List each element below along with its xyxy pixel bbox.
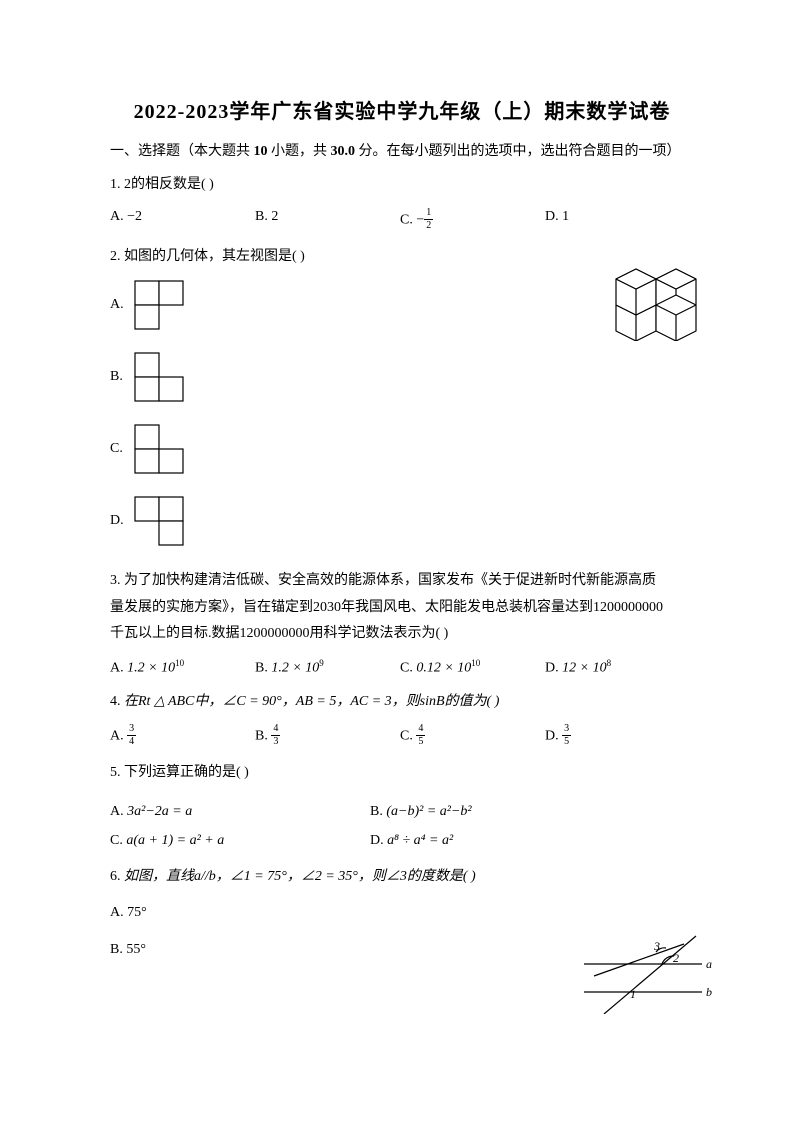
q3-l3: 千瓦以上的目标.数据1200000000用科学记数法表示为( ) xyxy=(110,626,448,641)
q5-num: 5. xyxy=(110,765,121,780)
question-4: 4. 在Rt △ ABC中，∠C = 90°，AB = 5，AC = 3，则si… xyxy=(110,689,694,716)
angle-icon: a b 1 2 3 xyxy=(584,934,714,1014)
q1-options: A. −2 B. 2 C. −12 D. 1 xyxy=(110,209,694,232)
q3-optD: D. 12 × 108 xyxy=(545,658,690,677)
q1-D: 1 xyxy=(562,209,569,224)
question-5: 5. 下列运算正确的是( ) xyxy=(110,760,694,787)
q2-optC: C. xyxy=(110,424,694,474)
q4-optA: A. 34 xyxy=(110,725,255,748)
lbl-1: 1 xyxy=(630,987,636,1001)
q2-optB: B. xyxy=(110,352,694,402)
q1-optC: C. −12 xyxy=(400,209,545,232)
angle-figure: a b 1 2 3 xyxy=(584,934,714,1014)
q3-D: 12 × 10 xyxy=(562,661,606,676)
q1-B: 2 xyxy=(271,209,278,224)
page-title: 2022-2023学年广东省实验中学九年级（上）期末数学试卷 xyxy=(110,95,694,124)
q6-A: 75° xyxy=(127,905,147,920)
q3-Be: 9 xyxy=(319,658,324,668)
q3-De: 8 xyxy=(607,658,612,668)
hdr-b1: 10 xyxy=(254,144,268,159)
q3-C: 0.12 × 10 xyxy=(416,661,471,676)
q3-optA: A. 1.2 × 1010 xyxy=(110,658,255,677)
q4-optC: C. 45 xyxy=(400,725,545,748)
q4-optD: D. 35 xyxy=(545,725,690,748)
q2-shapeC-icon xyxy=(134,424,184,474)
q3-optB: B. 1.2 × 109 xyxy=(255,658,400,677)
q2-B-label: B. xyxy=(110,369,134,385)
q2-C-label: C. xyxy=(110,441,134,457)
q4-An: 3 xyxy=(127,724,136,736)
q5-B: (a−b)² = a²−b² xyxy=(386,804,471,819)
q4-options: A. 34 B. 43 C. 45 D. 35 xyxy=(110,725,694,748)
q3-Ae: 10 xyxy=(175,658,184,668)
lbl-2: 2 xyxy=(673,951,679,965)
hdr-post: 分。在每小题列出的选项中，选出符合题目的一项） xyxy=(355,144,681,159)
q2-shapeA-icon xyxy=(134,280,184,330)
q4-Bd: 3 xyxy=(271,736,280,747)
q2-shapeB-icon xyxy=(134,352,184,402)
q6-B: 55° xyxy=(126,942,146,957)
q1-optB: B. 2 xyxy=(255,209,400,232)
q2-D-label: D. xyxy=(110,513,134,529)
q5-optA: A. 3a²−2a = a xyxy=(110,797,370,826)
q5-optC: C. a(a + 1) = a² + a xyxy=(110,826,370,855)
hdr-b2: 30.0 xyxy=(331,144,356,159)
q5-D: a⁸ ÷ a⁴ = a² xyxy=(387,833,453,848)
q5-C: a(a + 1) = a² + a xyxy=(126,833,224,848)
q4-Ad: 4 xyxy=(127,736,136,747)
q3-A: 1.2 × 10 xyxy=(127,661,175,676)
lbl-a: a xyxy=(706,957,712,971)
q5-A: 3a²−2a = a xyxy=(127,804,192,819)
q3-optC: C. 0.12 × 1010 xyxy=(400,658,545,677)
q3-Ce: 10 xyxy=(471,658,480,668)
q1-Cn: 1 xyxy=(424,208,433,220)
cube-icon xyxy=(610,253,706,341)
q2-num: 2. xyxy=(110,249,121,264)
q2-shapeD-icon xyxy=(134,496,184,546)
q3-l1: 为了加快构建清洁低碳、安全高效的能源体系，国家发布《关于促进新时代新能源高质 xyxy=(124,573,656,588)
question-3: 3. 为了加快构建清洁低碳、安全高效的能源体系，国家发布《关于促进新时代新能源高… xyxy=(110,568,694,648)
q4-optB: B. 43 xyxy=(255,725,400,748)
cube-figure xyxy=(610,253,706,341)
q2-optD: D. xyxy=(110,496,694,546)
q5-options: A. 3a²−2a = a B. (a−b)² = a²−b² C. a(a +… xyxy=(110,797,694,856)
q4-Cd: 5 xyxy=(416,736,425,747)
q4-text: 在Rt △ ABC中，∠C = 90°，AB = 5，AC = 3，则sinB的… xyxy=(124,694,499,709)
q4-Dn: 3 xyxy=(562,724,571,736)
q4-Bn: 4 xyxy=(271,724,280,736)
q1-optD: D. 1 xyxy=(545,209,690,232)
q3-num: 3. xyxy=(110,573,121,588)
q3-B: 1.2 × 10 xyxy=(271,661,319,676)
q6-num: 6. xyxy=(110,869,121,884)
lbl-b: b xyxy=(706,985,712,999)
hdr-pre: 一、选择题（本大题共 xyxy=(110,144,254,159)
q2-text: 如图的几何体，其左视图是( ) xyxy=(124,249,305,264)
q1-optA: A. −2 xyxy=(110,209,255,232)
q3-options: A. 1.2 × 1010 B. 1.2 × 109 C. 0.12 × 101… xyxy=(110,658,694,677)
q5-optD: D. a⁸ ÷ a⁴ = a² xyxy=(370,826,630,855)
q6-optA: A. 75° xyxy=(110,900,694,927)
question-6: 6. 如图，直线a//b，∠1 = 75°，∠2 = 35°，则∠3的度数是( … xyxy=(110,864,694,891)
q4-Cn: 4 xyxy=(416,724,425,736)
q2-A-label: A. xyxy=(110,297,134,313)
q6-text: 如图，直线a//b，∠1 = 75°，∠2 = 35°，则∠3的度数是( ) xyxy=(124,869,476,884)
q2-optA: A. xyxy=(110,280,694,330)
question-2: 2. 如图的几何体，其左视图是( ) xyxy=(110,244,694,271)
section-header: 一、选择题（本大题共 10 小题，共 30.0 分。在每小题列出的选项中，选出符… xyxy=(110,140,694,160)
q1-text: 2的相反数是( ) xyxy=(124,177,214,192)
q4-num: 4. xyxy=(110,694,121,709)
q5-text: 下列运算正确的是( ) xyxy=(124,765,249,780)
q3-l2: 量发展的实施方案》，旨在锚定到2030年我国风电、太阳能发电总装机容量达到120… xyxy=(110,600,663,615)
q1-Cd: 2 xyxy=(424,220,433,231)
q5-optB: B. (a−b)² = a²−b² xyxy=(370,797,630,826)
question-1: 1. 2的相反数是( ) xyxy=(110,172,694,199)
q1-Cpre: − xyxy=(416,212,424,227)
q1-A: −2 xyxy=(127,209,142,224)
lbl-3: 3 xyxy=(653,939,660,953)
q1-num: 1. xyxy=(110,177,121,192)
hdr-mid: 小题，共 xyxy=(268,144,331,159)
q4-Dd: 5 xyxy=(562,736,571,747)
